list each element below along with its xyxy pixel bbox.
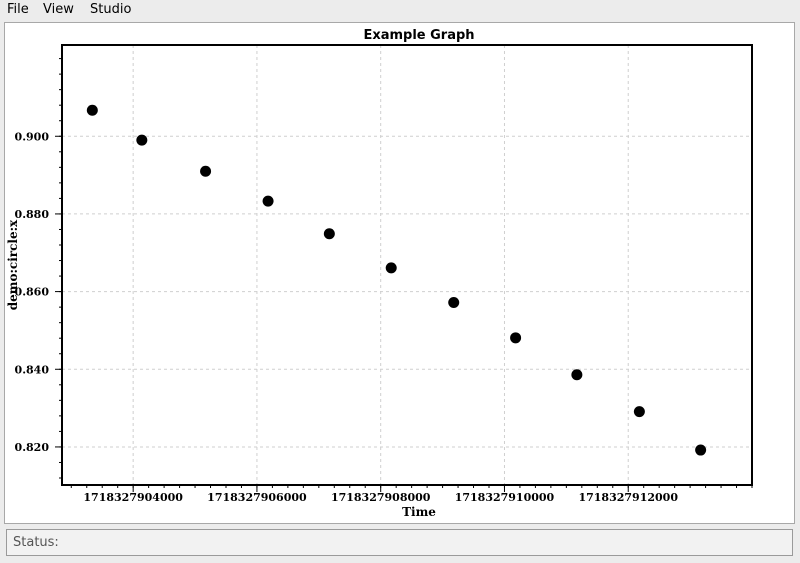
plot-area-border (61, 44, 753, 486)
chart-title: Example Graph (363, 28, 474, 43)
data-point-0-0 (86, 104, 98, 116)
x-axis-label: Time (402, 505, 436, 519)
menu-view[interactable]: View (43, 2, 74, 17)
y-tick-label-4: 0.900 (15, 130, 50, 143)
grid (62, 45, 752, 485)
data-point-0-8 (571, 369, 583, 381)
y-axis-label: demo:circle:x (6, 219, 20, 310)
y-tick-label-0: 0.820 (15, 441, 50, 454)
data-point-0-1 (136, 134, 148, 146)
y-tick-label-1: 0.840 (15, 363, 50, 376)
graph-panel: 1718327904000 1718327906000 1718327908000 1… (4, 22, 795, 524)
minor-ticks (59, 58, 753, 488)
tick-labels: 1718327904000 1718327906000 1718327908000 1… (15, 130, 679, 504)
data-point-0-7 (510, 332, 522, 344)
menu-studio[interactable]: Studio (90, 2, 132, 17)
x-tick-label-0: 1718327904000 (83, 491, 183, 504)
chart: 1718327904000 1718327906000 1718327908000 1… (6, 28, 753, 519)
x-tick-label-1: 1718327906000 (207, 491, 307, 504)
data-point-0-9 (633, 406, 645, 418)
menu-bar: File View Studio (0, 0, 800, 20)
x-tick-label-3: 1718327910000 (455, 491, 555, 504)
status-bar: Status: (6, 529, 793, 556)
data-point-0-2 (200, 165, 212, 177)
data-points (86, 104, 707, 456)
status-label: Status: (13, 535, 59, 550)
y-tick-label-3: 0.880 (15, 208, 50, 221)
x-tick-label-2: 1718327908000 (331, 491, 431, 504)
x-tick-label-4: 1718327912000 (578, 491, 678, 504)
major-ticks (55, 135, 629, 492)
menu-file[interactable]: File (7, 2, 29, 17)
y-tick-label-2: 0.860 (15, 286, 50, 299)
data-point-0-10 (695, 444, 707, 456)
data-point-0-5 (385, 262, 397, 274)
data-point-0-3 (262, 195, 274, 207)
data-point-0-4 (323, 228, 335, 240)
data-point-0-6 (448, 296, 460, 308)
